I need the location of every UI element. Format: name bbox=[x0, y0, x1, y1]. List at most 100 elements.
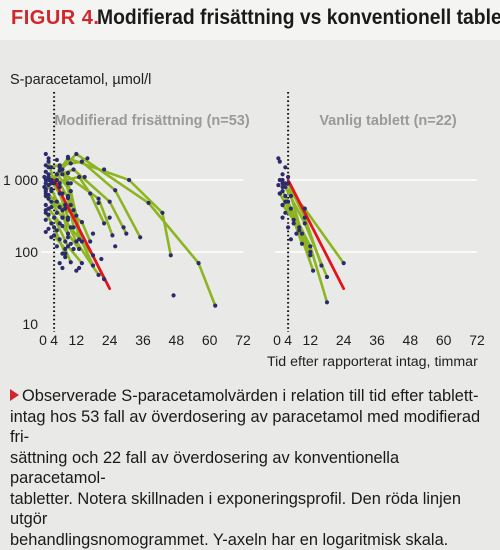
data-point bbox=[113, 188, 118, 193]
data-point bbox=[113, 244, 118, 249]
data-point bbox=[308, 249, 313, 255]
patient-series-line bbox=[44, 168, 128, 235]
data-point bbox=[60, 215, 65, 220]
data-point bbox=[71, 167, 76, 172]
data-point bbox=[280, 184, 285, 190]
caption-line: intag hos 53 fall av överdosering av par… bbox=[10, 407, 481, 447]
data-point bbox=[85, 156, 90, 161]
data-point bbox=[54, 172, 59, 177]
data-point bbox=[60, 191, 65, 196]
data-point bbox=[297, 225, 302, 230]
data-point bbox=[102, 167, 107, 172]
figure-header: FIGUR 4. Modifierad frisättning vs konve… bbox=[0, 0, 500, 40]
chart-panel: 0 4 12 24 36 48 60 72 Vanlig tablett (n=22) bbox=[273, 92, 485, 348]
data-point bbox=[57, 261, 62, 266]
data-point bbox=[280, 177, 285, 183]
data-point bbox=[341, 261, 346, 266]
data-point bbox=[302, 206, 307, 211]
data-point bbox=[71, 246, 76, 252]
data-point bbox=[311, 268, 316, 273]
data-point bbox=[54, 210, 59, 215]
data-point bbox=[60, 251, 65, 256]
data-point bbox=[63, 202, 68, 208]
data-point bbox=[160, 210, 165, 215]
data-point bbox=[102, 277, 107, 282]
data-point bbox=[43, 169, 48, 174]
data-point bbox=[49, 165, 54, 170]
data-point bbox=[283, 165, 288, 170]
data-point bbox=[63, 246, 68, 252]
data-point bbox=[280, 215, 285, 220]
data-point bbox=[65, 231, 71, 236]
data-point bbox=[60, 172, 65, 177]
data-point bbox=[280, 189, 285, 194]
data-point bbox=[43, 208, 48, 213]
data-point bbox=[90, 263, 96, 268]
data-point bbox=[138, 235, 143, 240]
data-point bbox=[42, 174, 47, 180]
data-point bbox=[213, 303, 218, 308]
data-point bbox=[74, 213, 79, 218]
data-point bbox=[96, 200, 101, 206]
data-point bbox=[49, 235, 54, 240]
data-point bbox=[54, 228, 59, 233]
caption-line: tabletter. Notera skillnaden i exponerin… bbox=[10, 489, 462, 529]
y-axis-label: S-paracetamol, µmol/l bbox=[10, 72, 151, 88]
data-point bbox=[88, 239, 93, 244]
patient-series-line bbox=[47, 160, 142, 239]
data-point bbox=[68, 189, 73, 194]
data-point bbox=[54, 177, 59, 183]
data-point bbox=[43, 191, 48, 196]
figure-caption: Observerade S-paracetamolvärden i relati… bbox=[10, 386, 494, 550]
x-tick-label: 24 bbox=[336, 332, 352, 348]
data-point bbox=[79, 159, 84, 164]
data-point bbox=[43, 217, 48, 222]
data-point bbox=[127, 177, 132, 183]
data-point bbox=[43, 202, 48, 208]
data-point bbox=[280, 202, 285, 208]
panel-label: Modifierad frisättning (n=53) bbox=[54, 113, 250, 129]
data-point bbox=[283, 193, 288, 199]
data-point bbox=[294, 231, 299, 236]
x-tick-label: 60 bbox=[202, 332, 218, 348]
data-point bbox=[90, 231, 96, 236]
data-point bbox=[99, 256, 104, 262]
data-point bbox=[96, 272, 101, 278]
data-point bbox=[324, 274, 330, 280]
y-tick-label: 10 bbox=[22, 316, 38, 332]
data-point bbox=[46, 212, 51, 217]
caption-line: behandlingsnomogrammet. Y-axeln har en l… bbox=[10, 530, 449, 549]
x-tick-label: 72 bbox=[469, 332, 485, 348]
data-point bbox=[43, 151, 48, 157]
data-point bbox=[168, 253, 173, 258]
data-point bbox=[43, 229, 48, 235]
data-point bbox=[57, 205, 62, 210]
caption-line: Observerade S-paracetamolvärden i relati… bbox=[22, 387, 479, 405]
panel-label: Vanlig tablett (n=22) bbox=[319, 113, 457, 129]
x-tick-label: 4 bbox=[50, 332, 58, 348]
data-point bbox=[54, 199, 59, 204]
data-point bbox=[77, 265, 82, 271]
x-axis-label: Tid efter rapporterat intag, timmar bbox=[267, 354, 478, 370]
data-point bbox=[46, 172, 51, 177]
chart-panel: 0 4 12 24 36 48 60 72 Modifierad frisättning (n=… bbox=[39, 92, 251, 348]
data-point bbox=[107, 215, 112, 220]
x-tick-label: 4 bbox=[284, 332, 292, 348]
data-point bbox=[65, 235, 71, 240]
data-point bbox=[49, 189, 54, 194]
data-point bbox=[54, 244, 59, 249]
data-point bbox=[146, 200, 151, 206]
data-point bbox=[102, 221, 107, 226]
data-point bbox=[65, 193, 71, 199]
data-point bbox=[79, 220, 84, 225]
data-point bbox=[68, 225, 73, 230]
data-point bbox=[63, 254, 68, 260]
y-tick-label: 100 bbox=[15, 244, 39, 260]
data-point bbox=[124, 231, 129, 236]
data-point bbox=[299, 241, 305, 246]
data-point bbox=[77, 174, 82, 180]
data-point bbox=[65, 170, 71, 176]
caption-marker-icon bbox=[10, 389, 19, 401]
data-point bbox=[57, 165, 62, 170]
data-point bbox=[60, 208, 65, 213]
